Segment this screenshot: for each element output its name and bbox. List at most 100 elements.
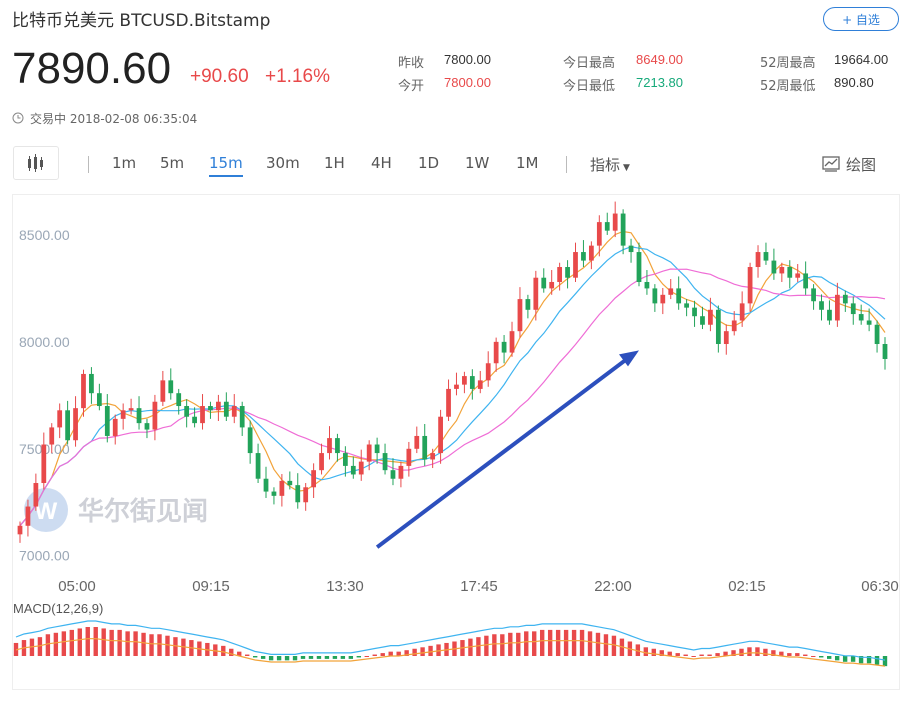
macd-bar [771,650,776,656]
candle [295,473,301,509]
candle [874,320,880,353]
interval-1d[interactable]: 1D [418,154,440,172]
indicator-dropdown[interactable]: 指标 ▼ [590,154,630,175]
candle [216,394,221,421]
macd-bar [324,656,330,659]
candle [96,383,102,411]
interval-1w[interactable]: 1W [465,154,490,172]
svg-text:W: W [35,498,58,525]
candle [184,399,190,428]
macd-bar [555,629,561,656]
macd-bar [850,656,856,662]
candle [303,483,309,511]
candle [660,287,666,315]
candle [469,369,475,400]
x-tick-label: 05:00 [58,578,96,595]
candle [501,335,507,364]
candle [144,418,150,439]
candle [700,306,705,330]
stat-value-52w-high: 19664.00 [834,52,889,67]
interval-4h[interactable]: 4H [371,154,392,172]
macd-bar [484,635,489,656]
stat-label-open: 今开 [398,79,425,94]
macd-bar [731,650,736,656]
caret-down-icon: ▼ [623,163,630,173]
interval-1m[interactable]: 1m [112,154,137,172]
macd-bar [53,632,59,656]
candle [128,398,134,415]
interval-5m[interactable]: 5m [160,154,185,172]
page-title: 比特币兑美元 BTCUSD.Bitstamp [12,11,271,31]
macd-bar [651,648,656,656]
candle [835,282,840,327]
candle [136,396,142,430]
chart-frame [12,194,900,690]
candle [557,262,563,291]
candle [430,448,436,469]
candle [462,371,467,394]
interval-1h[interactable]: 1H [324,154,345,172]
macd-bar [237,651,242,656]
macd-bar [739,648,744,656]
macd-bar [85,627,90,656]
interval-15m[interactable]: 15m [209,154,243,177]
candle [795,264,801,282]
macd-bar [125,631,130,656]
candle [446,379,451,421]
candle [223,392,229,421]
candle [581,240,586,268]
candle [604,212,610,235]
candle [287,471,293,490]
macd-bar [500,634,505,656]
candle [882,337,888,370]
macd-bar [308,656,314,659]
interval-30m[interactable]: 30m [266,154,300,172]
macd-bar [77,628,82,656]
macd-bar [213,644,218,656]
draw-button[interactable]: 绘图 [822,154,876,175]
add-to-watchlist-button[interactable]: + 自选 [823,7,899,31]
macd-bar [532,631,537,656]
candle [65,400,70,445]
macd-bar [109,629,114,656]
candle [350,456,356,479]
watermark-text: 华尔街见闻 [78,496,208,526]
macd-bar [755,647,760,656]
interval-1month[interactable]: 1M [516,154,539,172]
macd-bar [659,650,664,656]
x-tick-label: 06:30 [861,578,899,595]
candle [422,423,428,466]
macd-bar [420,647,425,656]
candle [628,238,634,263]
x-tick-label: 22:00 [594,578,632,595]
x-tick-label: 02:15 [728,578,766,595]
candle [41,432,47,490]
candle [763,242,769,265]
macd-bar [516,632,521,656]
macd-label: MACD(12,26,9) [13,601,103,616]
candle [723,324,729,355]
candle [366,440,372,471]
macd-bar [571,629,577,656]
candle [49,423,55,454]
macd-bar [276,656,282,661]
trend-arrow [375,350,639,549]
macd-bar [882,656,888,667]
macd-bar [428,645,433,656]
candle [335,433,340,462]
candle [739,291,745,327]
chart-type-button[interactable] [13,146,59,180]
candle [747,262,753,312]
macd-bar [300,656,306,659]
stat-value-prev-close: 7800.00 [444,52,491,67]
candle [271,487,277,505]
stat-value-52w-low: 890.80 [834,75,874,90]
macd-bar [834,656,840,661]
candle [668,278,674,300]
stat-label-day-low: 今日最低 [563,79,616,94]
stat-label-prev-close: 昨收 [398,56,425,71]
candle [850,296,856,325]
candle [517,287,523,338]
candle [239,401,245,436]
